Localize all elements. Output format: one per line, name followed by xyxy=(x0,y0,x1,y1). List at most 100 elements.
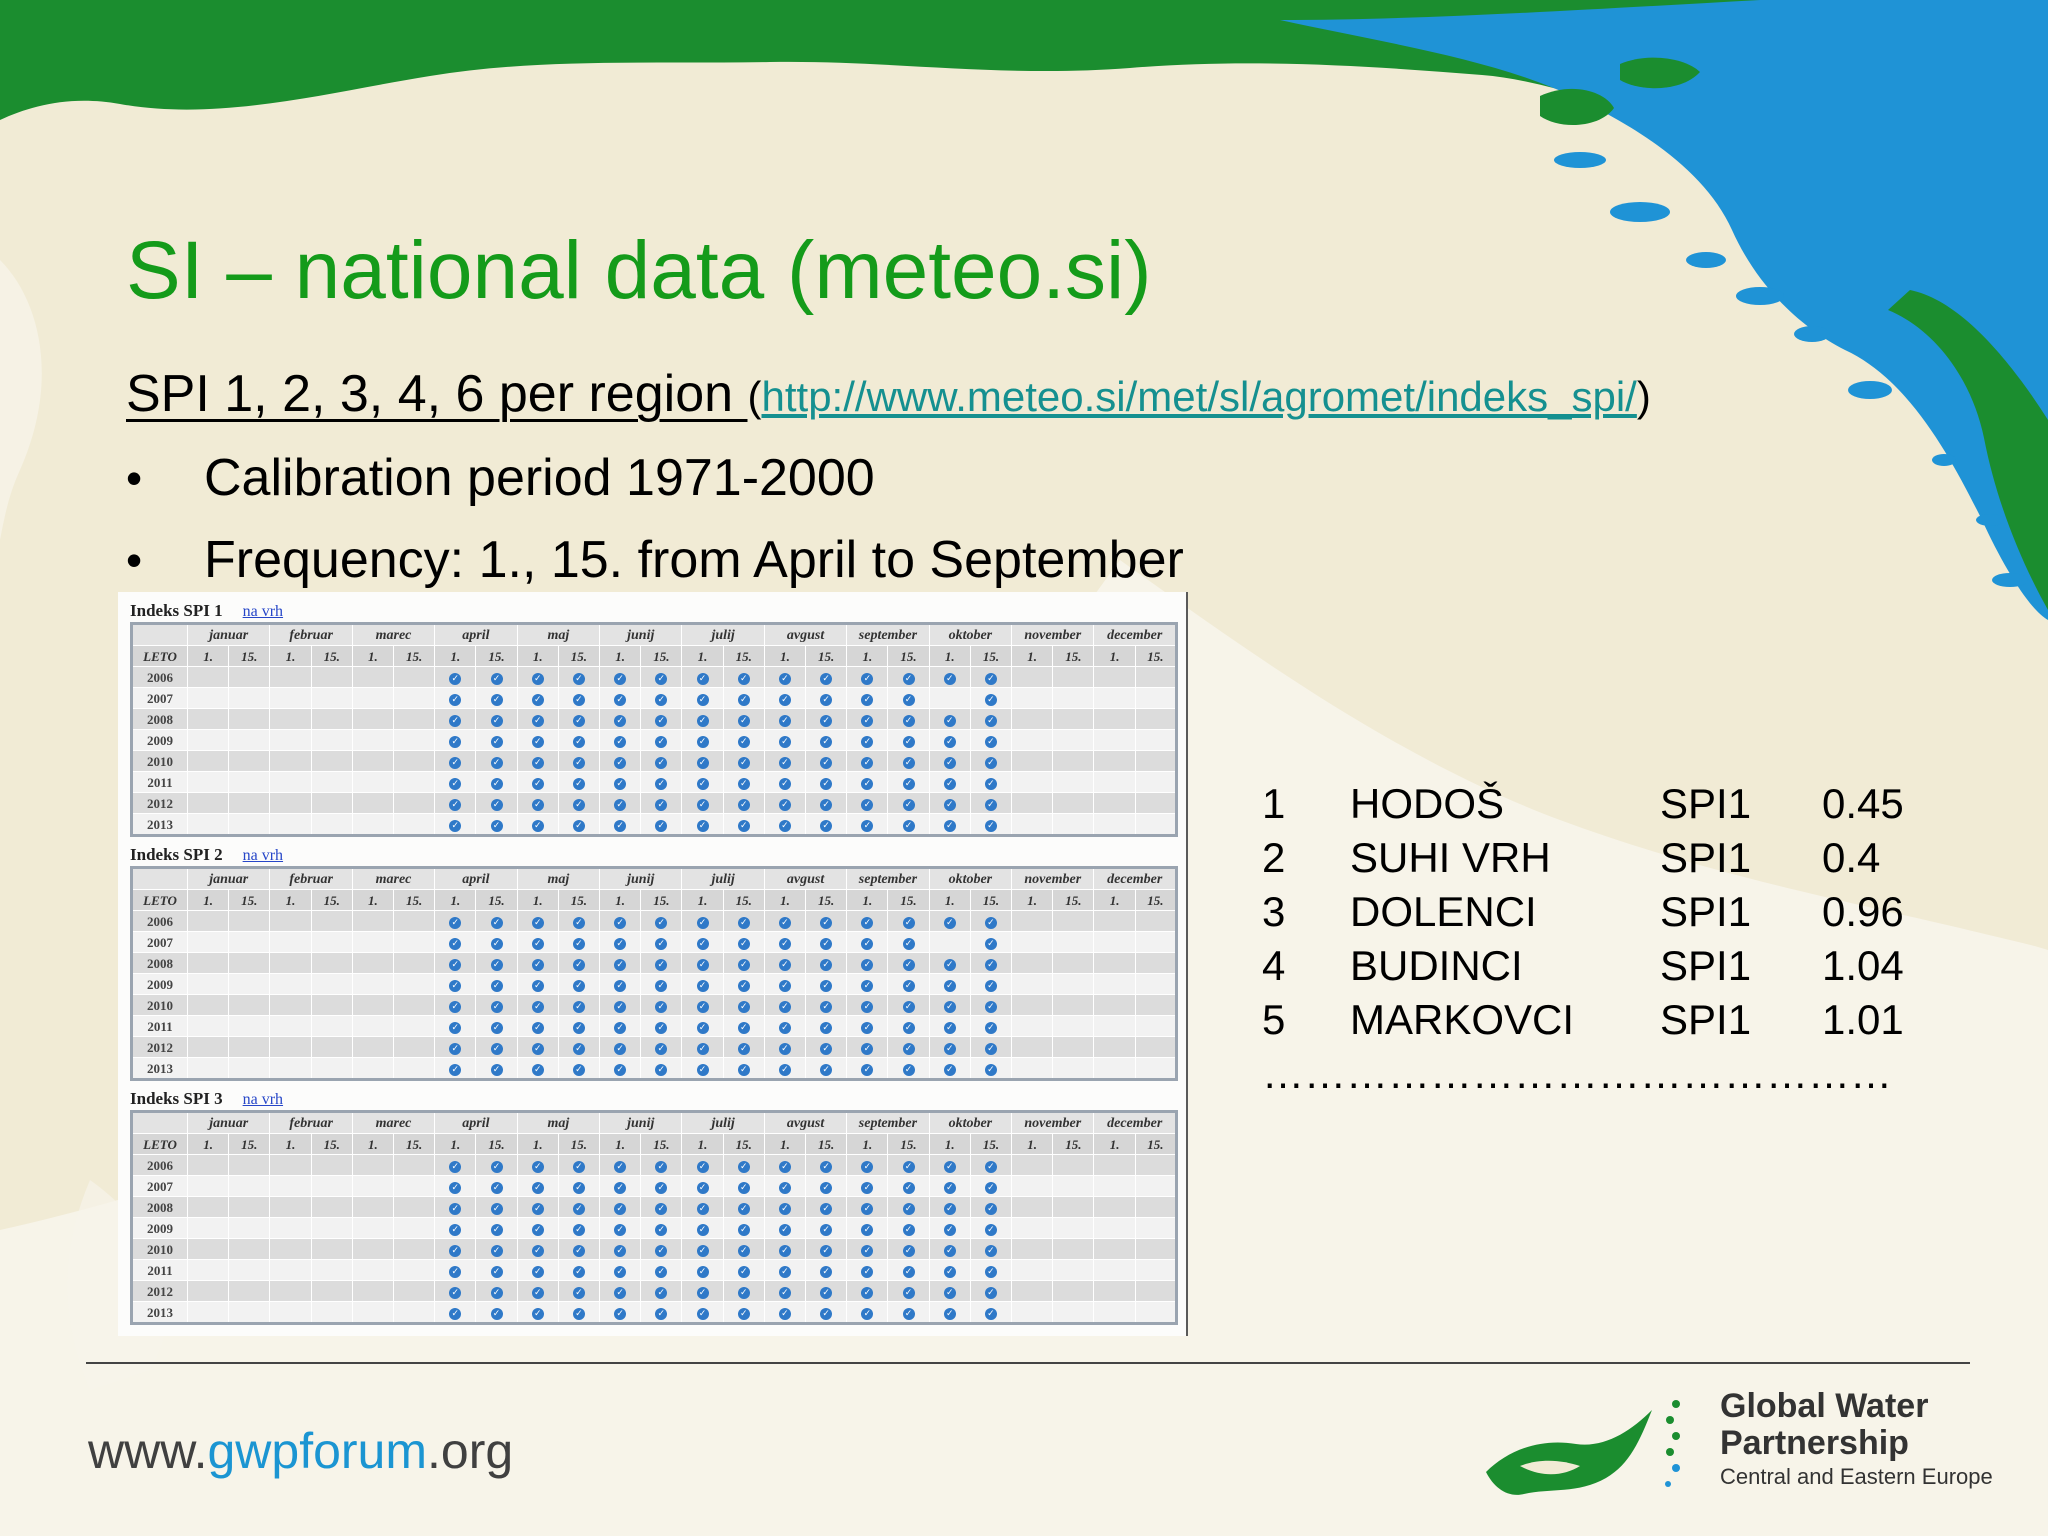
check-icon[interactable]: ✓ xyxy=(572,937,585,950)
check-icon[interactable]: ✓ xyxy=(902,1286,915,1299)
check-icon[interactable]: ✓ xyxy=(778,1265,791,1278)
check-icon[interactable]: ✓ xyxy=(778,798,791,811)
check-icon[interactable]: ✓ xyxy=(490,1000,503,1013)
check-icon[interactable]: ✓ xyxy=(531,735,544,748)
check-icon[interactable]: ✓ xyxy=(943,1160,956,1173)
check-icon[interactable]: ✓ xyxy=(655,714,668,727)
check-icon[interactable]: ✓ xyxy=(490,1286,503,1299)
check-icon[interactable]: ✓ xyxy=(531,1042,544,1055)
check-icon[interactable]: ✓ xyxy=(943,819,956,832)
check-icon[interactable]: ✓ xyxy=(490,1265,503,1278)
check-icon[interactable]: ✓ xyxy=(655,735,668,748)
check-icon[interactable]: ✓ xyxy=(820,1307,833,1320)
check-icon[interactable]: ✓ xyxy=(449,693,462,706)
check-icon[interactable]: ✓ xyxy=(614,1160,627,1173)
check-icon[interactable]: ✓ xyxy=(531,1021,544,1034)
check-icon[interactable]: ✓ xyxy=(572,1000,585,1013)
check-icon[interactable]: ✓ xyxy=(984,1307,997,1320)
check-icon[interactable]: ✓ xyxy=(902,1042,915,1055)
check-icon[interactable]: ✓ xyxy=(490,1160,503,1173)
check-icon[interactable]: ✓ xyxy=(737,1223,750,1236)
check-icon[interactable]: ✓ xyxy=(737,1286,750,1299)
check-icon[interactable]: ✓ xyxy=(655,1063,668,1076)
check-icon[interactable]: ✓ xyxy=(737,1000,750,1013)
check-icon[interactable]: ✓ xyxy=(737,1265,750,1278)
check-icon[interactable]: ✓ xyxy=(778,916,791,929)
check-icon[interactable]: ✓ xyxy=(655,937,668,950)
check-icon[interactable]: ✓ xyxy=(943,1244,956,1257)
check-icon[interactable]: ✓ xyxy=(820,1042,833,1055)
check-icon[interactable]: ✓ xyxy=(820,1223,833,1236)
check-icon[interactable]: ✓ xyxy=(531,937,544,950)
check-icon[interactable]: ✓ xyxy=(861,1265,874,1278)
check-icon[interactable]: ✓ xyxy=(655,916,668,929)
check-icon[interactable]: ✓ xyxy=(820,777,833,790)
check-icon[interactable]: ✓ xyxy=(696,756,709,769)
check-icon[interactable]: ✓ xyxy=(449,1063,462,1076)
check-icon[interactable]: ✓ xyxy=(820,819,833,832)
check-icon[interactable]: ✓ xyxy=(449,1223,462,1236)
check-icon[interactable]: ✓ xyxy=(572,672,585,685)
check-icon[interactable]: ✓ xyxy=(531,1286,544,1299)
check-icon[interactable]: ✓ xyxy=(737,672,750,685)
check-icon[interactable]: ✓ xyxy=(737,756,750,769)
check-icon[interactable]: ✓ xyxy=(778,1063,791,1076)
check-icon[interactable]: ✓ xyxy=(696,819,709,832)
check-icon[interactable]: ✓ xyxy=(861,1223,874,1236)
check-icon[interactable]: ✓ xyxy=(737,1202,750,1215)
check-icon[interactable]: ✓ xyxy=(449,958,462,971)
check-icon[interactable]: ✓ xyxy=(614,777,627,790)
check-icon[interactable]: ✓ xyxy=(737,777,750,790)
check-icon[interactable]: ✓ xyxy=(655,958,668,971)
check-icon[interactable]: ✓ xyxy=(861,958,874,971)
check-icon[interactable]: ✓ xyxy=(902,672,915,685)
check-icon[interactable]: ✓ xyxy=(572,1286,585,1299)
check-icon[interactable]: ✓ xyxy=(820,1202,833,1215)
check-icon[interactable]: ✓ xyxy=(820,1181,833,1194)
check-icon[interactable]: ✓ xyxy=(572,1265,585,1278)
check-icon[interactable]: ✓ xyxy=(820,937,833,950)
check-icon[interactable]: ✓ xyxy=(778,714,791,727)
check-icon[interactable]: ✓ xyxy=(861,916,874,929)
check-icon[interactable]: ✓ xyxy=(696,958,709,971)
check-icon[interactable]: ✓ xyxy=(861,756,874,769)
check-icon[interactable]: ✓ xyxy=(655,1160,668,1173)
check-icon[interactable]: ✓ xyxy=(737,1244,750,1257)
check-icon[interactable]: ✓ xyxy=(820,1286,833,1299)
check-icon[interactable]: ✓ xyxy=(696,1042,709,1055)
check-icon[interactable]: ✓ xyxy=(943,777,956,790)
check-icon[interactable]: ✓ xyxy=(984,1160,997,1173)
check-icon[interactable]: ✓ xyxy=(943,1021,956,1034)
check-icon[interactable]: ✓ xyxy=(984,1181,997,1194)
check-icon[interactable]: ✓ xyxy=(449,777,462,790)
check-icon[interactable]: ✓ xyxy=(778,1021,791,1034)
check-icon[interactable]: ✓ xyxy=(984,777,997,790)
check-icon[interactable]: ✓ xyxy=(778,1181,791,1194)
check-icon[interactable]: ✓ xyxy=(696,1286,709,1299)
check-icon[interactable]: ✓ xyxy=(943,735,956,748)
check-icon[interactable]: ✓ xyxy=(943,1181,956,1194)
check-icon[interactable]: ✓ xyxy=(531,1307,544,1320)
check-icon[interactable]: ✓ xyxy=(696,937,709,950)
check-icon[interactable]: ✓ xyxy=(490,672,503,685)
check-icon[interactable]: ✓ xyxy=(696,1244,709,1257)
check-icon[interactable]: ✓ xyxy=(737,1021,750,1034)
check-icon[interactable]: ✓ xyxy=(490,756,503,769)
check-icon[interactable]: ✓ xyxy=(984,916,997,929)
source-link[interactable]: http://www.meteo.si/met/sl/agromet/indek… xyxy=(761,373,1637,420)
check-icon[interactable]: ✓ xyxy=(737,735,750,748)
check-icon[interactable]: ✓ xyxy=(984,1265,997,1278)
check-icon[interactable]: ✓ xyxy=(902,1063,915,1076)
check-icon[interactable]: ✓ xyxy=(943,672,956,685)
check-icon[interactable]: ✓ xyxy=(449,1265,462,1278)
check-icon[interactable]: ✓ xyxy=(902,916,915,929)
check-icon[interactable]: ✓ xyxy=(820,1265,833,1278)
check-icon[interactable]: ✓ xyxy=(490,819,503,832)
check-icon[interactable]: ✓ xyxy=(655,798,668,811)
check-icon[interactable]: ✓ xyxy=(984,958,997,971)
check-icon[interactable]: ✓ xyxy=(655,1265,668,1278)
check-icon[interactable]: ✓ xyxy=(572,1042,585,1055)
check-icon[interactable]: ✓ xyxy=(449,1307,462,1320)
check-icon[interactable]: ✓ xyxy=(778,1286,791,1299)
check-icon[interactable]: ✓ xyxy=(984,672,997,685)
